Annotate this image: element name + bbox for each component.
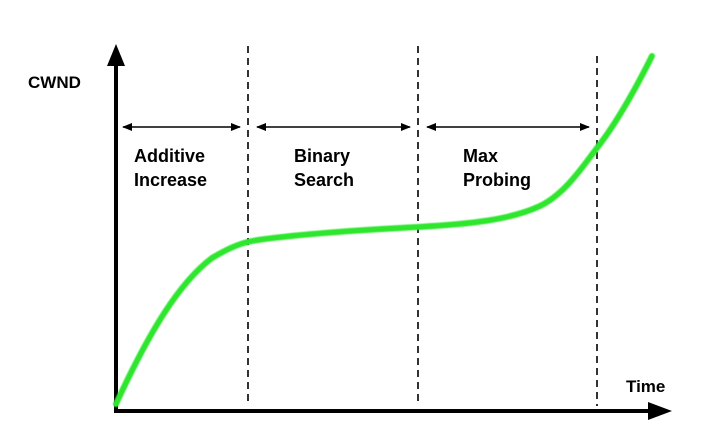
- x-axis-arrowhead: [648, 402, 672, 420]
- axes: [107, 44, 672, 420]
- phase-label-additive-line1: Additive: [134, 146, 205, 166]
- y-axis-arrowhead: [107, 44, 125, 66]
- phase-label-max-line2: Probing: [463, 170, 531, 190]
- phase-label-max-line1: Max: [463, 146, 498, 166]
- phase-label-binary-line2: Search: [294, 170, 354, 190]
- cwnd-curve: [113, 53, 655, 407]
- x-axis-label: Time: [626, 377, 665, 396]
- phase-label-binary-line1: Binary: [294, 146, 350, 166]
- phase-labels: Additive Increase Binary Search Max Prob…: [134, 146, 531, 190]
- y-axis-label: CWND: [28, 73, 81, 92]
- phase-label-additive-line2: Increase: [134, 170, 207, 190]
